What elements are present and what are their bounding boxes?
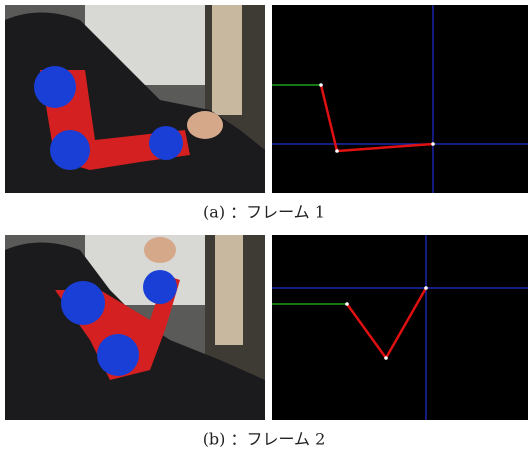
photo-curtain (215, 235, 243, 345)
photo-marker (50, 130, 90, 170)
figure: (a) ：フレーム 1 (b) ：フレーム 2 (0, 0, 528, 452)
joint (319, 83, 323, 87)
photo-curtain (212, 5, 242, 115)
photo-marker (34, 66, 76, 108)
skeleton-background (272, 5, 528, 193)
photo-frame-1 (5, 5, 265, 193)
joint (384, 356, 388, 360)
skeleton-background (272, 235, 528, 420)
photo-frame-2 (5, 235, 265, 420)
skeleton-frame-2 (272, 235, 528, 420)
photo-hand (187, 111, 223, 139)
joint (345, 302, 349, 306)
caption: (a) ：フレーム 1 (203, 203, 325, 222)
photo-marker (143, 270, 177, 304)
photo-hand (144, 237, 176, 263)
photo-marker (61, 281, 105, 325)
photo-marker (97, 334, 139, 376)
photo-marker (149, 126, 183, 160)
joint (431, 142, 435, 146)
joint (424, 286, 428, 290)
skeleton-frame-1 (272, 5, 528, 193)
joint (335, 149, 339, 153)
caption: (b) ：フレーム 2 (203, 430, 326, 449)
